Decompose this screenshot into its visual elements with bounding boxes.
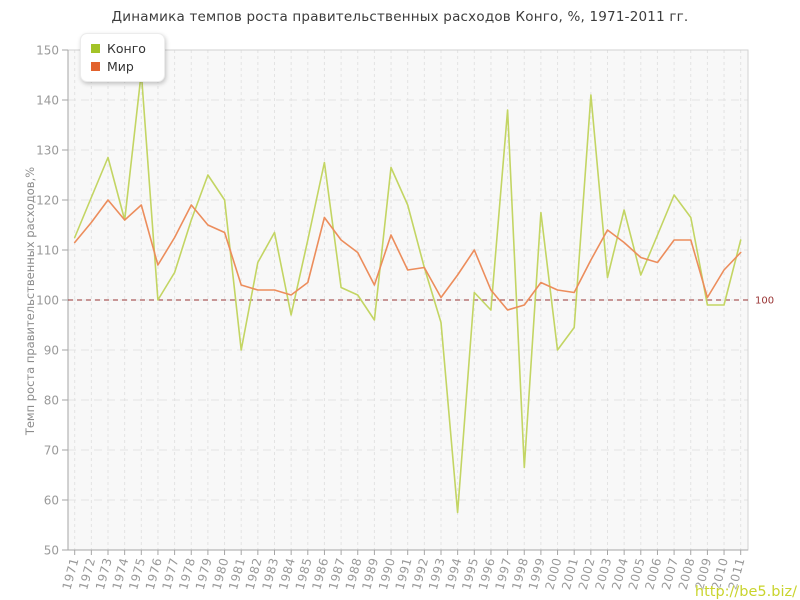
y-tick-label: 90 [44,344,59,358]
reference-line-label: 100 [755,296,774,307]
legend-item-world[interactable]: Мир [91,59,146,74]
y-tick-label: 130 [36,144,59,158]
y-tick-label: 70 [44,444,59,458]
series-line-world [73,199,742,311]
y-tick-label: 60 [44,494,59,508]
legend-label-world: Мир [107,59,134,74]
legend: Конго Мир [80,33,165,82]
y-tick-label: 110 [36,244,59,258]
legend-label-congo: Конго [107,41,146,56]
y-tick-label: 100 [36,294,59,308]
y-tick-label: 50 [44,544,59,558]
y-tick-label: 150 [36,44,59,58]
y-tick-label: 120 [36,194,59,208]
series-line-congo [73,71,742,514]
world-series-swatch-icon [91,62,100,71]
y-tick-label: 80 [44,394,59,408]
y-tick-label: 140 [36,94,59,108]
chart-title: Динамика темпов роста правительственных … [111,9,689,25]
legend-item-congo[interactable]: Конго [91,41,146,56]
congo-series-swatch-icon [91,44,100,53]
watermark-link[interactable]: http://be5.biz/ [694,584,797,600]
